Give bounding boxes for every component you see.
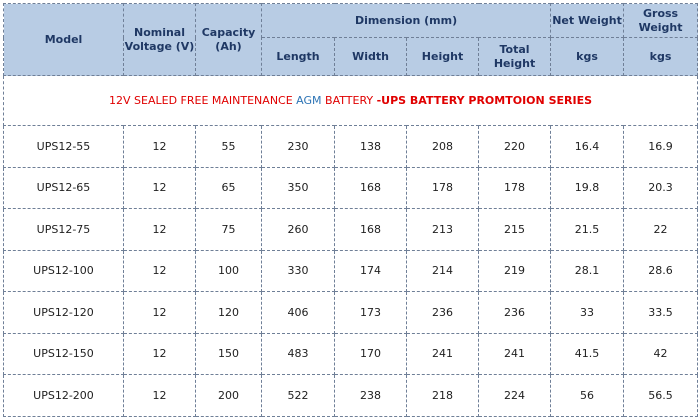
cell-height: 241 — [406, 332, 479, 375]
cell-width: 170 — [334, 332, 407, 375]
table-row: UPS12-200 12 200 522 238 218 224 56 56.5 — [3, 374, 699, 417]
cell-voltage: 12 — [123, 208, 196, 251]
header-gross-weight: Gross Weight — [623, 3, 699, 38]
cell-model: UPS12-75 — [3, 208, 124, 251]
cell-total-height: 215 — [477, 208, 552, 251]
header-width: Width — [334, 37, 407, 76]
cell-length: 230 — [261, 125, 335, 168]
cell-total-height: 219 — [477, 249, 552, 292]
table-row: UPS12-150 12 150 483 170 241 241 41.5 42 — [3, 332, 699, 375]
series-title-part1: 12V SEALED FREE MAINTENANCE — [109, 94, 297, 107]
cell-model: UPS12-65 — [3, 166, 124, 209]
table-row: UPS12-65 12 65 350 168 178 178 19.8 20.3 — [3, 166, 699, 209]
table-header: Model Nominal Voltage (V) Capacity (Ah) … — [3, 3, 699, 76]
cell-net-weight: 28.1 — [550, 249, 625, 292]
header-model: Model — [3, 3, 124, 76]
cell-voltage: 12 — [123, 291, 196, 334]
table-row: UPS12-100 12 100 330 174 214 219 28.1 28.6 — [3, 249, 699, 292]
cell-total-height: 241 — [477, 332, 552, 375]
cell-length: 330 — [261, 249, 335, 292]
series-title-agm: AGM — [296, 94, 322, 107]
cell-gross-weight: 20.3 — [623, 166, 699, 209]
header-net-unit: kgs — [550, 37, 625, 76]
cell-capacity: 150 — [195, 332, 262, 375]
cell-length: 260 — [261, 208, 335, 251]
cell-width: 173 — [334, 291, 407, 334]
cell-width: 168 — [334, 208, 407, 251]
cell-total-height: 220 — [477, 125, 552, 168]
cell-width: 174 — [334, 249, 407, 292]
cell-model: UPS12-100 — [3, 249, 124, 292]
cell-height: 218 — [406, 374, 479, 417]
header-gross-unit: kgs — [623, 37, 699, 76]
header-capacity: Capacity (Ah) — [195, 3, 262, 76]
series-title-row: 12V SEALED FREE MAINTENANCE AGM BATTERY … — [2, 75, 699, 126]
cell-length: 350 — [261, 166, 335, 209]
cell-capacity: 65 — [195, 166, 262, 209]
cell-net-weight: 41.5 — [550, 332, 625, 375]
cell-gross-weight: 16.9 — [623, 125, 699, 168]
table-row: UPS12-120 12 120 406 173 236 236 33 33.5 — [3, 291, 699, 334]
cell-height: 236 — [406, 291, 479, 334]
cell-net-weight: 21.5 — [550, 208, 625, 251]
header-height: Height — [406, 37, 479, 76]
cell-net-weight: 16.4 — [550, 125, 625, 168]
cell-total-height: 236 — [477, 291, 552, 334]
cell-model: UPS12-120 — [3, 291, 124, 334]
battery-spec-table: Model Nominal Voltage (V) Capacity (Ah) … — [2, 3, 699, 417]
cell-voltage: 12 — [123, 166, 196, 209]
cell-gross-weight: 56.5 — [623, 374, 699, 417]
cell-model: UPS12-55 — [3, 125, 124, 168]
cell-width: 138 — [334, 125, 407, 168]
cell-voltage: 12 — [123, 125, 196, 168]
cell-net-weight: 33 — [550, 291, 625, 334]
cell-capacity: 55 — [195, 125, 262, 168]
cell-voltage: 12 — [123, 374, 196, 417]
series-title-part4: -UPS BATTERY PROMTOION SERIES — [376, 94, 593, 107]
cell-capacity: 75 — [195, 208, 262, 251]
cell-gross-weight: 33.5 — [623, 291, 699, 334]
cell-model: UPS12-150 — [3, 332, 124, 375]
table-row: UPS12-55 12 55 230 138 208 220 16.4 16.9 — [3, 125, 699, 168]
header-dimension: Dimension (mm) — [260, 3, 552, 38]
cell-gross-weight: 28.6 — [623, 249, 699, 292]
series-title: 12V SEALED FREE MAINTENANCE AGM BATTERY … — [2, 75, 699, 126]
cell-gross-weight: 42 — [623, 332, 699, 375]
cell-height: 214 — [406, 249, 479, 292]
header-voltage: Nominal Voltage (V) — [123, 3, 196, 76]
cell-gross-weight: 22 — [623, 208, 699, 251]
table-body: 12V SEALED FREE MAINTENANCE AGM BATTERY … — [2, 75, 699, 417]
cell-voltage: 12 — [123, 332, 196, 375]
cell-capacity: 100 — [195, 249, 262, 292]
cell-height: 178 — [406, 166, 479, 209]
cell-total-height: 224 — [477, 374, 552, 417]
cell-model: UPS12-200 — [3, 374, 124, 417]
cell-net-weight: 56 — [550, 374, 625, 417]
cell-net-weight: 19.8 — [550, 166, 625, 209]
cell-width: 168 — [334, 166, 407, 209]
cell-capacity: 120 — [195, 291, 262, 334]
series-title-part3: BATTERY — [321, 94, 377, 107]
header-total-height: Total Height — [477, 37, 552, 76]
cell-capacity: 200 — [195, 374, 262, 417]
cell-height: 213 — [406, 208, 479, 251]
cell-height: 208 — [406, 125, 479, 168]
header-length: Length — [261, 37, 335, 76]
table-row: UPS12-75 12 75 260 168 213 215 21.5 22 — [3, 208, 699, 251]
cell-voltage: 12 — [123, 249, 196, 292]
cell-length: 483 — [261, 332, 335, 375]
cell-width: 238 — [334, 374, 407, 417]
header-net-weight: Net Weight — [550, 3, 625, 38]
cell-total-height: 178 — [477, 166, 552, 209]
cell-length: 522 — [261, 374, 335, 417]
cell-length: 406 — [261, 291, 335, 334]
